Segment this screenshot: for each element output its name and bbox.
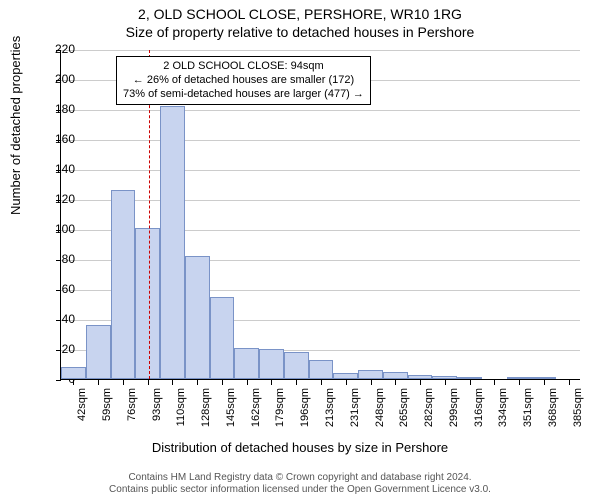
x-tick-label: 76sqm: [126, 388, 138, 438]
histogram-bar: [210, 297, 235, 380]
x-tick-label: 162sqm: [250, 388, 262, 438]
histogram-bar: [185, 256, 210, 379]
y-axis-label: Number of detached properties: [8, 36, 23, 215]
histogram-bar: [408, 375, 433, 380]
x-tick-label: 110sqm: [175, 388, 187, 438]
x-tick-label: 334sqm: [497, 388, 509, 438]
x-tick-label: 248sqm: [374, 388, 386, 438]
x-tick-label: 265sqm: [398, 388, 410, 438]
chart-title-line2: Size of property relative to detached ho…: [0, 24, 600, 40]
x-tick-mark: [197, 380, 198, 385]
y-tick-label: 160: [45, 132, 75, 146]
histogram-bar: [507, 377, 532, 379]
x-tick-mark: [470, 380, 471, 385]
x-tick-label: 368sqm: [547, 388, 559, 438]
x-tick-label: 385sqm: [572, 388, 584, 438]
x-tick-mark: [371, 380, 372, 385]
y-tick-label: 220: [45, 42, 75, 56]
x-tick-label: 351sqm: [522, 388, 534, 438]
info-box: 2 OLD SCHOOL CLOSE: 94sqm← 26% of detach…: [116, 56, 371, 105]
x-tick-mark: [123, 380, 124, 385]
info-box-line: 73% of semi-detached houses are larger (…: [123, 88, 364, 102]
gridline: [61, 200, 580, 201]
x-tick-label: 196sqm: [299, 388, 311, 438]
histogram-bar: [457, 377, 482, 379]
x-tick-mark: [544, 380, 545, 385]
info-box-line: ← 26% of detached houses are smaller (17…: [123, 74, 364, 88]
histogram-bar: [259, 349, 284, 379]
histogram-bar: [61, 367, 86, 379]
y-tick-label: 180: [45, 102, 75, 116]
x-tick-mark: [247, 380, 248, 385]
histogram-bar: [432, 376, 457, 379]
x-tick-mark: [420, 380, 421, 385]
x-tick-mark: [148, 380, 149, 385]
x-tick-label: 213sqm: [324, 388, 336, 438]
y-tick-label: 140: [45, 162, 75, 176]
info-box-line: 2 OLD SCHOOL CLOSE: 94sqm: [123, 60, 364, 74]
x-tick-label: 316sqm: [473, 388, 485, 438]
y-tick-label: 60: [45, 282, 75, 296]
histogram-bar: [234, 348, 259, 380]
x-tick-label: 93sqm: [151, 388, 163, 438]
histogram-bar: [111, 190, 136, 379]
gridline: [61, 170, 580, 171]
histogram-bar: [160, 106, 185, 379]
x-tick-mark: [569, 380, 570, 385]
histogram-bar: [383, 372, 408, 380]
x-tick-mark: [296, 380, 297, 385]
x-tick-mark: [271, 380, 272, 385]
footnote: Contains HM Land Registry data © Crown c…: [0, 472, 600, 496]
y-tick-label: 100: [45, 222, 75, 236]
histogram-bar: [135, 228, 160, 380]
y-tick-label: 40: [45, 312, 75, 326]
gridline: [61, 110, 580, 111]
x-tick-mark: [321, 380, 322, 385]
x-tick-mark: [222, 380, 223, 385]
x-tick-label: 128sqm: [200, 388, 212, 438]
x-tick-label: 282sqm: [423, 388, 435, 438]
x-axis-label: Distribution of detached houses by size …: [0, 440, 600, 455]
x-tick-mark: [519, 380, 520, 385]
x-tick-label: 59sqm: [101, 388, 113, 438]
x-tick-label: 299sqm: [448, 388, 460, 438]
x-tick-label: 145sqm: [225, 388, 237, 438]
y-tick-label: 20: [45, 342, 75, 356]
x-tick-mark: [395, 380, 396, 385]
histogram-bar: [531, 377, 556, 379]
x-tick-label: 231sqm: [349, 388, 361, 438]
y-tick-label: 120: [45, 192, 75, 206]
x-tick-label: 179sqm: [274, 388, 286, 438]
x-tick-label: 42sqm: [76, 388, 88, 438]
x-tick-mark: [98, 380, 99, 385]
histogram-bar: [309, 360, 334, 380]
x-tick-mark: [172, 380, 173, 385]
y-tick-label: 80: [45, 252, 75, 266]
x-tick-mark: [346, 380, 347, 385]
gridline: [61, 140, 580, 141]
x-tick-mark: [494, 380, 495, 385]
x-tick-mark: [445, 380, 446, 385]
footnote-line2: Contains public sector information licen…: [109, 484, 491, 495]
y-tick-label: 200: [45, 72, 75, 86]
gridline: [61, 50, 580, 51]
histogram-bar: [333, 373, 358, 379]
histogram-bar: [86, 325, 111, 379]
footnote-line1: Contains HM Land Registry data © Crown c…: [128, 472, 471, 483]
histogram-bar: [284, 352, 309, 379]
chart-title-line1: 2, OLD SCHOOL CLOSE, PERSHORE, WR10 1RG: [0, 6, 600, 22]
chart-plot-area: 2 OLD SCHOOL CLOSE: 94sqm← 26% of detach…: [60, 50, 580, 380]
histogram-bar: [358, 370, 383, 379]
